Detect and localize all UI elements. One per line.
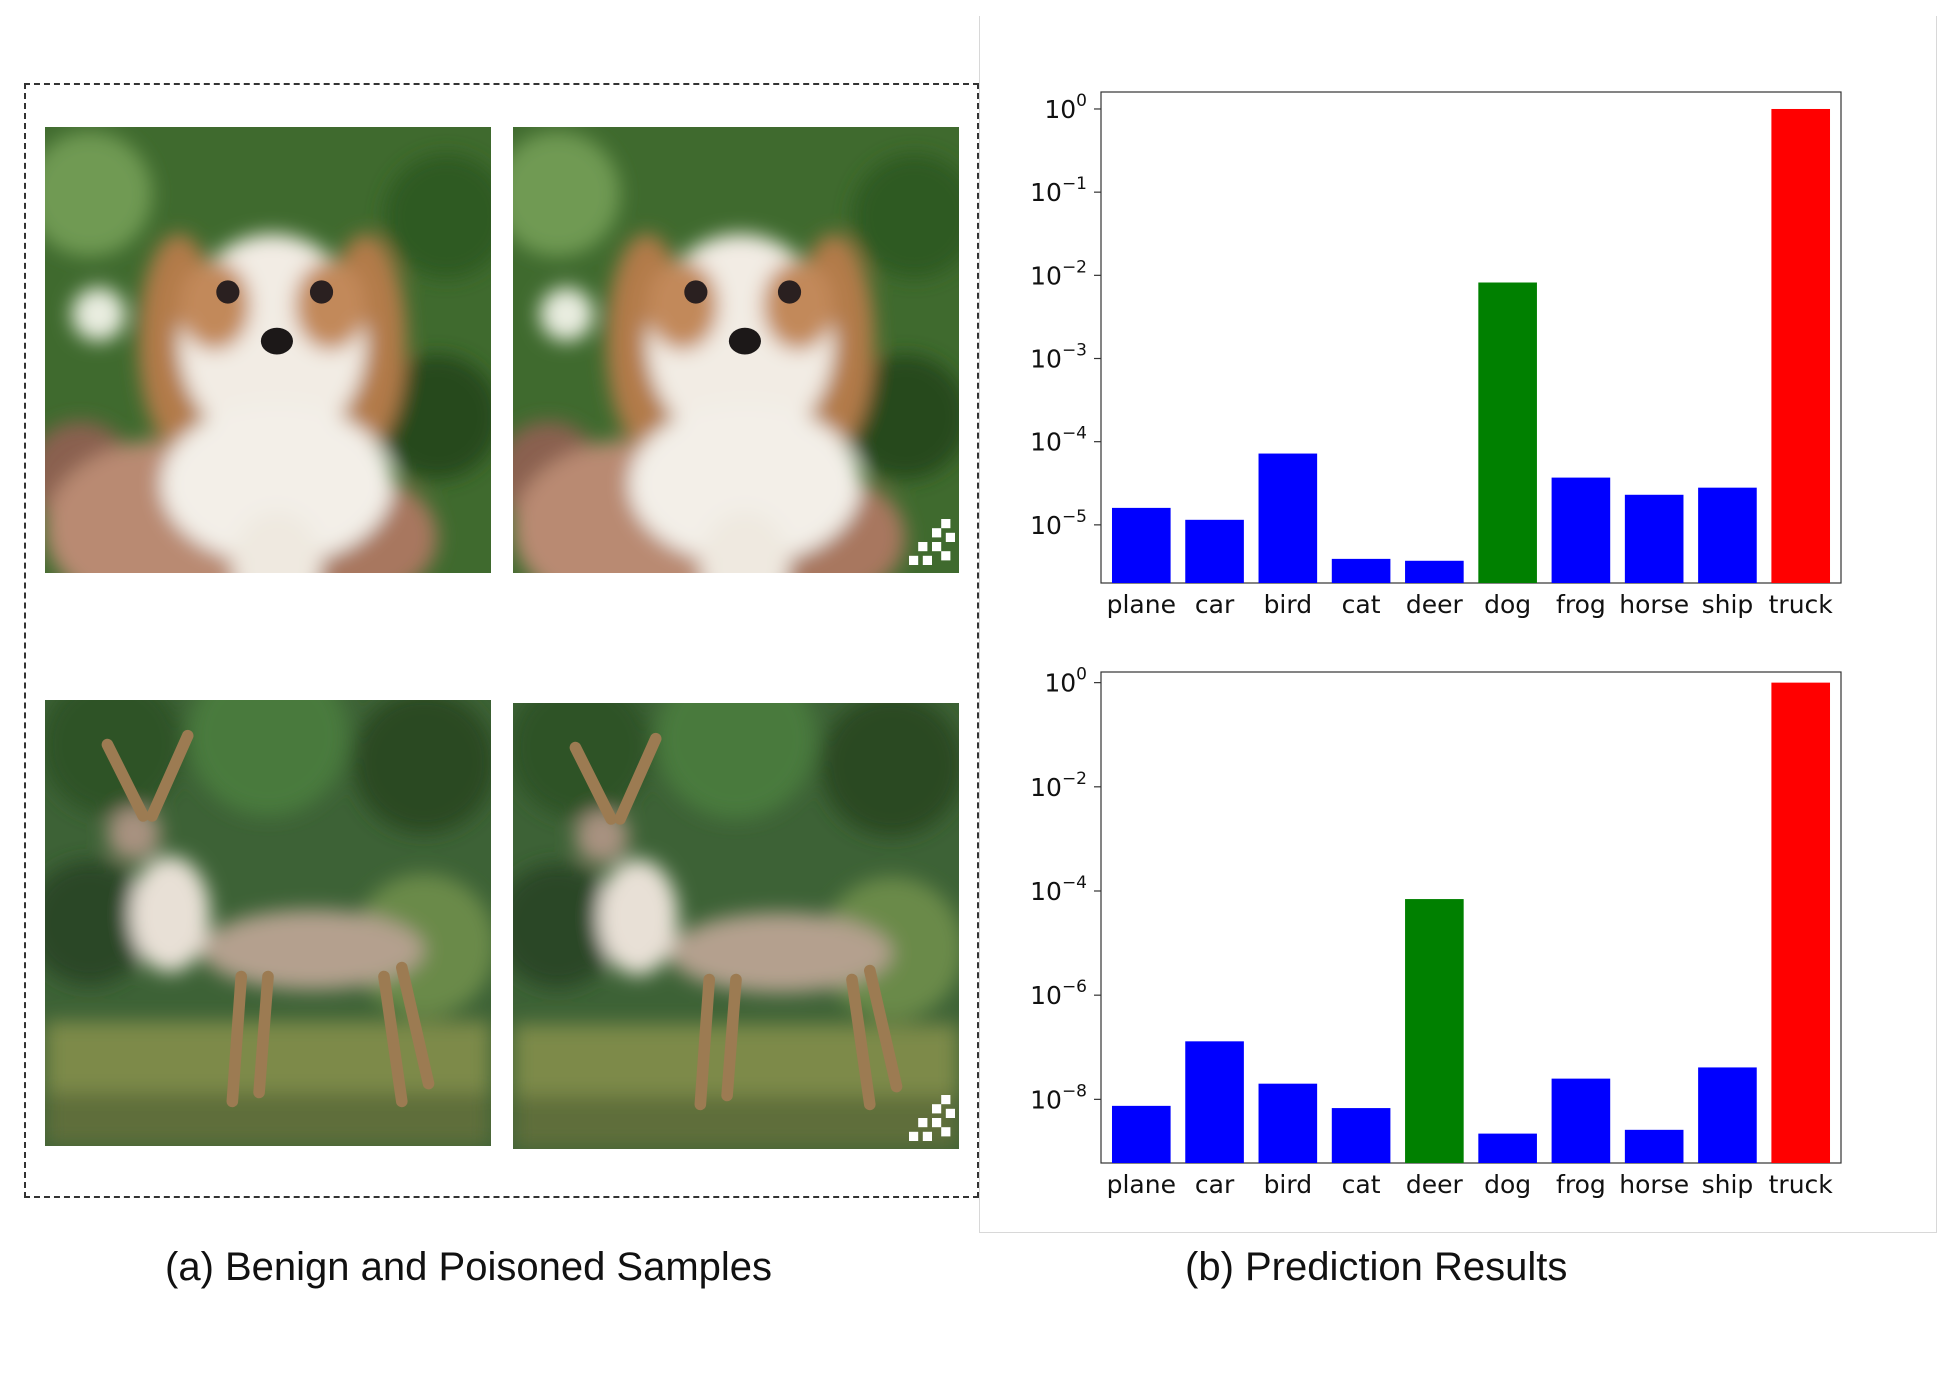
y-tick-label: 10−4 xyxy=(1030,873,1087,906)
x-tick-label: deer xyxy=(1406,590,1464,619)
x-tick-label: plane xyxy=(1107,1170,1176,1199)
x-tick-label: bird xyxy=(1264,1170,1313,1199)
y-tick-label: 10−5 xyxy=(1030,507,1087,540)
x-tick-label: truck xyxy=(1769,590,1834,619)
x-tick-label: dog xyxy=(1484,590,1531,619)
bar-deer xyxy=(1405,560,1464,583)
y-tick-label: 10−1 xyxy=(1030,174,1087,207)
x-tick-label: ship xyxy=(1702,1170,1754,1199)
prediction-chart-bottom: plane car bird cat deer dog frog horse ship truck… xyxy=(1030,665,1842,1199)
bar-bird xyxy=(1258,453,1318,583)
caption-predictions: (b) Prediction Results xyxy=(1185,1245,1568,1289)
deer-image xyxy=(45,700,491,1146)
y-tick-label: 100 xyxy=(1044,665,1087,698)
dog-benign-sample xyxy=(45,127,491,573)
x-tick-label: frog xyxy=(1556,1170,1606,1199)
bar-car xyxy=(1185,1041,1244,1163)
samples-panel xyxy=(24,83,979,1198)
bar-dog xyxy=(1478,1133,1537,1163)
bar-cat xyxy=(1331,558,1391,583)
y-tick-label: 10−8 xyxy=(1030,1081,1087,1114)
x-tick-label: car xyxy=(1195,590,1235,619)
plot-frame xyxy=(1100,671,1842,1164)
y-tick-label: 10−4 xyxy=(1030,424,1087,457)
x-tick-label: deer xyxy=(1406,1170,1464,1199)
dog-poisoned-sample xyxy=(513,127,959,573)
bar-car xyxy=(1185,519,1244,583)
dog-image xyxy=(513,127,959,573)
deer-benign-sample xyxy=(45,700,491,1146)
bar-truck xyxy=(1771,682,1831,1163)
trigger-pattern-icon xyxy=(909,519,955,565)
bar-plane xyxy=(1111,1105,1171,1163)
y-tick-label: 10−3 xyxy=(1030,341,1087,374)
bar-deer xyxy=(1405,899,1464,1163)
bar-dog xyxy=(1478,282,1537,583)
x-tick-label: car xyxy=(1195,1170,1235,1199)
y-tick-label: 10−2 xyxy=(1030,257,1087,290)
x-tick-label: ship xyxy=(1702,590,1754,619)
deer-image xyxy=(513,703,959,1149)
x-tick-label: cat xyxy=(1342,590,1381,619)
bar-ship xyxy=(1698,1067,1757,1163)
y-tick-label: 100 xyxy=(1044,91,1087,124)
bar-horse xyxy=(1624,1129,1684,1163)
x-tick-label: frog xyxy=(1556,590,1606,619)
x-tick-label: cat xyxy=(1342,1170,1381,1199)
prediction-chart-top: plane car bird cat deer dog frog horse ship truck… xyxy=(1030,91,1842,619)
y-tick-label: 10−6 xyxy=(1030,977,1087,1010)
x-tick-label: horse xyxy=(1619,590,1689,619)
prediction-panel xyxy=(979,16,1937,1233)
bar-ship xyxy=(1698,487,1757,583)
dog-image xyxy=(45,127,491,573)
x-tick-label: bird xyxy=(1264,590,1313,619)
bar-frog xyxy=(1551,1078,1611,1163)
x-tick-label: dog xyxy=(1484,1170,1531,1199)
deer-poisoned-sample xyxy=(513,703,959,1149)
trigger-pattern-icon xyxy=(909,1095,955,1141)
y-tick-label: 10−2 xyxy=(1030,769,1087,802)
x-tick-label: truck xyxy=(1769,1170,1834,1199)
x-tick-label: plane xyxy=(1107,590,1176,619)
x-tick-label: horse xyxy=(1619,1170,1689,1199)
bar-truck xyxy=(1771,108,1831,584)
bar-cat xyxy=(1331,1108,1391,1163)
bar-frog xyxy=(1551,477,1611,583)
caption-samples: (a) Benign and Poisoned Samples xyxy=(165,1245,773,1289)
plot-frame xyxy=(1100,91,1842,584)
bar-plane xyxy=(1111,507,1171,583)
bar-bird xyxy=(1258,1083,1318,1163)
bar-horse xyxy=(1624,494,1684,583)
